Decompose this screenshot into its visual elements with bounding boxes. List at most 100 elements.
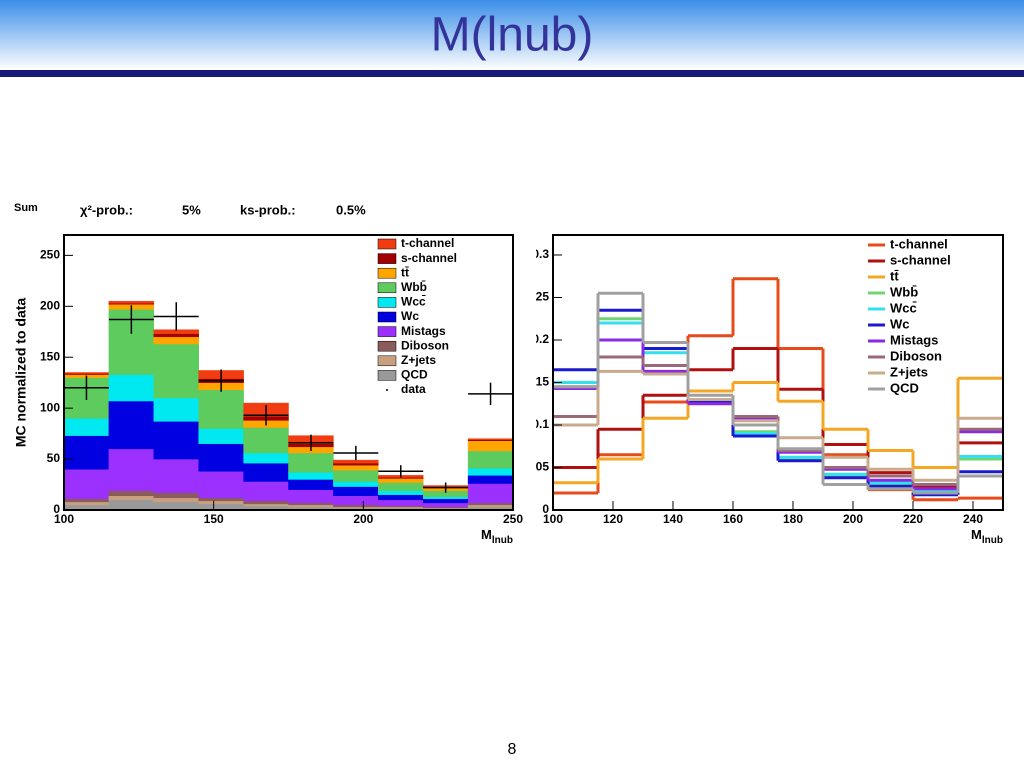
legend-label: Z+jets xyxy=(890,364,928,379)
legend-swatch xyxy=(377,297,397,308)
bar-segment xyxy=(467,467,514,476)
y-tick-label: 0.15 xyxy=(526,375,550,389)
bar-segment xyxy=(198,471,244,499)
bar-segment xyxy=(333,464,379,471)
y-tick-label: 0.25 xyxy=(526,290,550,304)
chart-left: t-channels-channeltt̄Wbb̄Wcc̄WcMistagsDi… xyxy=(13,202,524,546)
page-number: 8 xyxy=(508,741,517,758)
x-axis-label-main: M xyxy=(971,527,982,542)
legend-label: QCD xyxy=(401,368,428,382)
stat-annotation: χ²-prob.: xyxy=(80,202,133,217)
bar-segment xyxy=(333,486,379,496)
bar-segment xyxy=(422,496,469,500)
y-tick-label: 0 xyxy=(53,502,60,516)
legend-label: s-channel xyxy=(401,251,457,265)
x-tick-label: 250 xyxy=(503,512,523,526)
bar-segment xyxy=(63,372,110,374)
legend-swatch xyxy=(377,311,397,323)
x-axis-label-sub: lnub xyxy=(492,535,513,546)
y-tick-label: 100 xyxy=(40,400,60,414)
bar-segment xyxy=(467,475,514,484)
bar-segment xyxy=(198,389,244,429)
legend-swatch xyxy=(377,355,397,367)
legend-swatch xyxy=(377,370,397,381)
bar-segment xyxy=(108,448,155,491)
bar-segment xyxy=(333,481,379,487)
legend-label: QCD xyxy=(890,380,919,395)
x-axis-label-sub: lnub xyxy=(982,535,1003,546)
bar-segment xyxy=(378,494,424,501)
bar-segment xyxy=(63,418,110,436)
x-tick-label: 200 xyxy=(843,512,863,526)
y-tick-label: 0.3 xyxy=(532,247,549,261)
stat-annotation: 5% xyxy=(182,202,201,217)
legend-label: Mistags xyxy=(401,324,446,338)
bar-segment xyxy=(153,421,199,460)
bar-segment xyxy=(63,469,110,500)
bar-segment xyxy=(153,458,199,493)
y-axis-label: MC normalized to data xyxy=(13,298,29,448)
legend-label: Mistags xyxy=(890,332,938,347)
bar-segment xyxy=(333,470,379,482)
bar-segment xyxy=(153,343,199,399)
x-tick-label: 180 xyxy=(783,512,803,526)
slide-title: M(lnub) xyxy=(431,9,594,62)
legend-label: s-channel xyxy=(890,252,951,267)
x-tick-label: 200 xyxy=(353,512,373,526)
x-tick-label: 100 xyxy=(54,512,74,526)
y-tick-label: 250 xyxy=(40,248,60,262)
x-tick-label: 120 xyxy=(603,512,623,526)
legend-label: Z+jets xyxy=(401,353,436,367)
bar-segment xyxy=(288,504,334,508)
legend-label: Diboson xyxy=(890,348,942,363)
legend-swatch xyxy=(377,267,397,279)
y-tick-label: 0 xyxy=(542,502,549,516)
bar-segment xyxy=(153,333,199,338)
bar-segment xyxy=(333,495,379,506)
legend-label: Wcc̄ xyxy=(401,295,426,309)
bar-segment xyxy=(378,490,424,495)
legend-swatch xyxy=(377,282,397,294)
legend-swatch xyxy=(377,238,397,250)
bar-segment xyxy=(198,497,244,502)
bar-segment xyxy=(243,452,289,464)
chart-right: t-channels-channeltt̄Wbb̄Wcc̄WcMistagsDi… xyxy=(526,234,1004,546)
bar-segment xyxy=(108,490,155,496)
bar-segment xyxy=(153,397,199,422)
legend-label: Wbb̄ xyxy=(401,280,427,294)
y-tick-label: 0.05 xyxy=(526,460,550,474)
bar-segment xyxy=(153,336,199,345)
y-tick-label: 200 xyxy=(40,298,60,312)
bar-segment xyxy=(467,438,514,440)
y-tick-label: 0.2 xyxy=(532,332,549,346)
legend-label: Wbb̄ xyxy=(890,284,918,299)
x-tick-label: 140 xyxy=(663,512,683,526)
x-axis-label: Mlnub xyxy=(971,527,1003,545)
bar-segment xyxy=(422,502,469,508)
bar-segment xyxy=(467,440,514,452)
bar-segment xyxy=(243,427,289,454)
bar-segment xyxy=(63,501,110,506)
bar-segment xyxy=(288,472,334,480)
bar-segment xyxy=(198,428,244,445)
bar-segment xyxy=(198,443,244,472)
legend-label: tt̄ xyxy=(890,268,899,283)
bar-segment xyxy=(288,479,334,490)
bar-segment xyxy=(243,500,289,505)
y-tick-label: 150 xyxy=(40,349,60,363)
legend-swatch xyxy=(377,253,397,264)
legend-swatch xyxy=(377,340,397,352)
legend-swatch xyxy=(377,326,397,337)
bar-segment xyxy=(243,462,289,482)
bar-segment xyxy=(467,502,514,506)
header-rule xyxy=(0,70,1024,77)
bar-segment xyxy=(333,462,379,466)
x-tick-label: 240 xyxy=(963,512,983,526)
x-tick-label: 100 xyxy=(543,512,563,526)
legend-marker xyxy=(386,389,388,391)
stat-annotation: Sum xyxy=(14,202,38,214)
stat-annotation: ks-prob.: xyxy=(240,202,296,217)
plot-frame xyxy=(552,234,1004,511)
bar-segment xyxy=(378,499,424,507)
